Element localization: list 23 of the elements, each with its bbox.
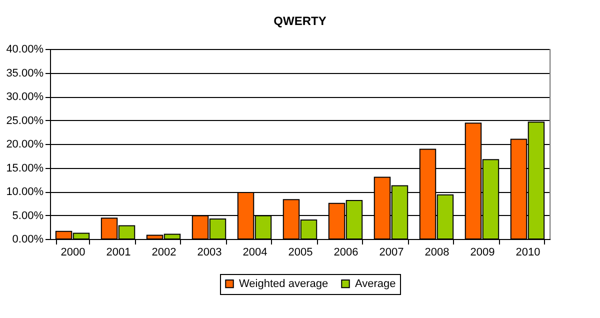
x-tick-label: 2010 xyxy=(516,246,540,258)
y-tick-label: 5.00% xyxy=(12,210,44,222)
y-tick-label: 15.00% xyxy=(6,162,44,174)
x-tick-label: 2008 xyxy=(424,246,450,258)
x-tick-label: 2001 xyxy=(106,246,131,258)
legend-label: Weighted average xyxy=(239,278,328,290)
legend-label: Average xyxy=(355,278,396,290)
x-tick-label: 2009 xyxy=(470,246,495,258)
chart-title: QWERTY xyxy=(274,14,326,28)
x-tick-label: 2003 xyxy=(197,246,222,258)
y-tick-label: 20.00% xyxy=(6,138,44,150)
x-tick-label: 2005 xyxy=(288,246,313,258)
x-tick-label: 2002 xyxy=(152,246,176,258)
x-tick-label: 2006 xyxy=(334,246,358,258)
y-tick-label: 0.00% xyxy=(12,234,44,246)
y-tick-label: 30.00% xyxy=(6,91,44,103)
x-tick-label: 2000 xyxy=(60,246,86,258)
y-tick-label: 35.00% xyxy=(6,67,44,80)
y-tick-label: 10.00% xyxy=(6,186,44,198)
x-tick-label: 2007 xyxy=(379,246,404,258)
y-tick-label: 40.00% xyxy=(6,44,44,56)
x-tick-label: 2004 xyxy=(242,246,268,258)
y-tick-label: 25.00% xyxy=(6,114,44,127)
